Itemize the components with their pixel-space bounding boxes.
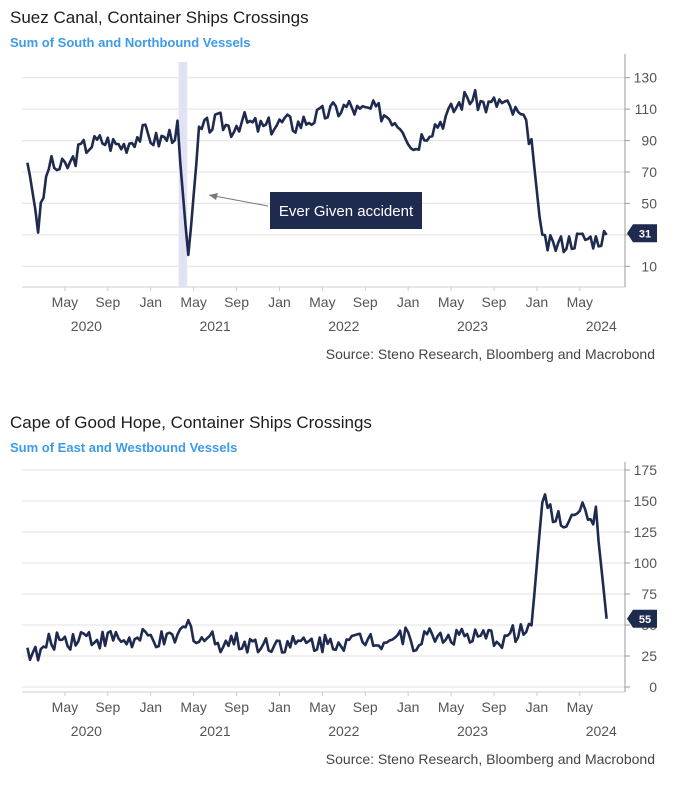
x-month-label: Sep	[95, 699, 120, 715]
x-month-label: Jan	[397, 699, 420, 715]
x-year-label: 2021	[200, 723, 231, 739]
x-month-label: Jan	[268, 699, 291, 715]
y-tick-label: 25	[641, 648, 657, 664]
y-tick-label: 50	[641, 195, 657, 211]
x-month-label: May	[52, 294, 78, 310]
x-month-label: Sep	[353, 699, 378, 715]
x-month-label: Sep	[224, 294, 249, 310]
x-month-label: Jan	[139, 294, 162, 310]
x-month-label: May	[180, 699, 206, 715]
last-value-label: 55	[639, 614, 651, 626]
y-tick-label: 150	[634, 493, 658, 509]
x-month-label: May	[52, 699, 78, 715]
x-year-label: 2023	[457, 318, 488, 334]
x-year-label: 2022	[328, 723, 359, 739]
y-tick-label: 70	[641, 164, 657, 180]
y-tick-label: 90	[641, 133, 657, 149]
y-tick-label: 10	[641, 258, 657, 274]
annotation-box	[270, 192, 422, 229]
x-month-label: Sep	[482, 699, 507, 715]
x-month-label: Sep	[482, 294, 507, 310]
x-year-label: 2022	[328, 318, 359, 334]
x-year-label: 2021	[200, 318, 231, 334]
y-tick-label: 175	[634, 462, 658, 478]
x-month-label: May	[567, 294, 593, 310]
x-month-label: May	[438, 294, 464, 310]
x-year-label: 2024	[586, 723, 617, 739]
annotation: Ever Given accident	[208, 192, 422, 229]
x-year-label: 2023	[457, 723, 488, 739]
chart-source: Source: Steno Research, Bloomberg and Ma…	[325, 346, 655, 362]
chart-subtitle: Sum of East and Westbound Vessels	[10, 440, 238, 455]
event-shade	[178, 62, 188, 287]
x-month-label: May	[438, 699, 464, 715]
x-month-label: May	[180, 294, 206, 310]
y-tick-label: 130	[634, 70, 658, 86]
x-month-label: Jan	[268, 294, 291, 310]
y-tick-label: 0	[649, 679, 657, 695]
x-month-label: May	[567, 699, 593, 715]
chart-title: Suez Canal, Container Ships Crossings	[10, 8, 309, 27]
x-month-label: May	[309, 294, 335, 310]
last-value-badge: 55	[627, 609, 657, 628]
x-month-label: May	[309, 699, 335, 715]
annotation-text: Ever Given accident	[279, 203, 414, 220]
annotation-arrow	[208, 194, 269, 207]
cape-chart-svg: 0255075100125150175MaySepJanMaySepJanMay…	[22, 462, 658, 739]
y-tick-label: 75	[641, 586, 657, 602]
x-year-label: 2024	[586, 318, 617, 334]
suez-chart-svg: 1030507090110130MaySepJanMaySepJanMaySep…	[22, 54, 658, 334]
x-month-label: Jan	[526, 699, 549, 715]
x-month-label: Sep	[224, 699, 249, 715]
x-month-label: Jan	[397, 294, 420, 310]
last-value-label: 31	[639, 228, 651, 240]
chart-source: Source: Steno Research, Bloomberg and Ma…	[325, 751, 655, 767]
last-value-badge: 31	[627, 224, 657, 243]
x-month-label: Sep	[353, 294, 378, 310]
chart-subtitle: Sum of South and Northbound Vessels	[10, 35, 251, 50]
x-year-label: 2020	[71, 723, 102, 739]
chart-title: Cape of Good Hope, Container Ships Cross…	[10, 413, 372, 432]
x-month-label: Jan	[526, 294, 549, 310]
cape-chart-panel: Cape of Good Hope, Container Ships Cross…	[0, 405, 673, 790]
y-tick-label: 100	[634, 555, 658, 571]
x-year-label: 2020	[71, 318, 102, 334]
x-month-label: Sep	[95, 294, 120, 310]
y-tick-label: 110	[635, 101, 658, 117]
annotation-arrowhead	[209, 193, 218, 200]
series-line	[26, 88, 608, 257]
y-tick-label: 125	[634, 524, 658, 540]
series-line	[26, 493, 608, 662]
x-month-label: Jan	[139, 699, 162, 715]
suez-chart-panel: Suez Canal, Container Ships Crossings Su…	[0, 0, 673, 380]
